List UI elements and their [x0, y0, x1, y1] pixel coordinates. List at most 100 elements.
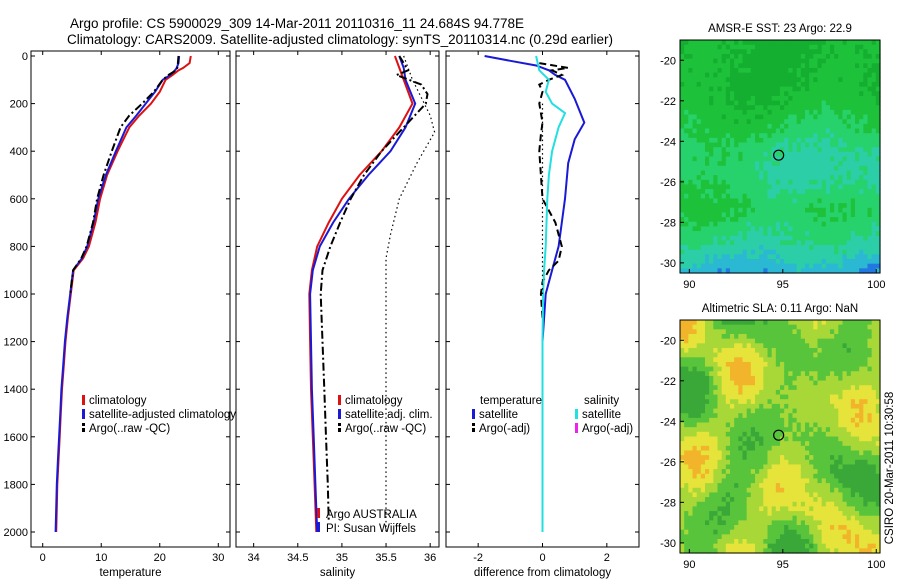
map-cell [680, 357, 685, 363]
map-cell [842, 226, 848, 232]
map-cell [805, 543, 810, 549]
map-cell [767, 548, 773, 554]
map-cell [709, 184, 714, 190]
map-cell [838, 86, 844, 92]
map-cell [684, 58, 689, 64]
map-cell [705, 520, 710, 526]
map-cell [830, 100, 835, 106]
map-cell [855, 357, 860, 363]
map-cell [684, 464, 689, 470]
map-cell [680, 207, 685, 214]
map-cell [771, 175, 777, 181]
map-cell [855, 492, 860, 498]
map-cell [800, 529, 806, 535]
map-cell [688, 445, 694, 452]
map-cell [742, 525, 748, 531]
map-cell [709, 338, 714, 344]
map-cell [830, 263, 835, 269]
map-cell [855, 450, 860, 456]
map-cell [759, 165, 764, 172]
map-cell [763, 53, 769, 60]
map-cell [788, 445, 794, 452]
map-cell [742, 329, 748, 335]
series-line-0 [484, 55, 586, 532]
map-cell [805, 100, 810, 106]
map-cell [871, 403, 877, 410]
map-cell [692, 44, 698, 50]
map-cell [713, 399, 719, 405]
map-cell [705, 464, 710, 470]
map-cell [863, 483, 869, 489]
map-cell [875, 548, 881, 554]
map-cell [684, 67, 689, 74]
map-cell [684, 539, 689, 545]
map-cell [867, 534, 873, 540]
map-cell [830, 109, 835, 116]
map-cell [750, 189, 756, 195]
map-cell [767, 105, 773, 111]
map-cell [696, 352, 702, 358]
map-cell [842, 193, 848, 200]
map-cell [750, 329, 756, 335]
map-cell [859, 95, 864, 102]
map-cell [830, 193, 835, 200]
map-cell [825, 226, 831, 232]
map-cell [688, 81, 694, 88]
map-cell [800, 487, 806, 494]
map-cell [692, 436, 698, 442]
map-cell [705, 525, 710, 531]
map-cell [834, 254, 839, 260]
map-cell [788, 86, 794, 92]
map-cell [834, 203, 839, 209]
map-cell [763, 413, 769, 419]
map-cell [855, 100, 860, 106]
map-cell [846, 464, 852, 470]
map-cell [730, 366, 735, 372]
map-cell [846, 520, 852, 526]
map-cell [680, 77, 685, 83]
map-cell [817, 81, 823, 88]
map-cell [775, 366, 781, 372]
map-cell [746, 483, 752, 489]
x-tick-label: 36 [424, 552, 436, 564]
map-cell [771, 543, 777, 549]
map-cell [705, 263, 710, 269]
y-tick-label: 200 [10, 99, 28, 111]
map-cell [721, 450, 727, 456]
map-cell [750, 142, 756, 148]
map-cell [821, 254, 827, 260]
map-cell [717, 259, 723, 265]
map-cell [792, 86, 798, 92]
map-cell [813, 170, 819, 176]
map-cell [800, 511, 806, 517]
map-cell [792, 347, 798, 354]
map-cell [746, 156, 752, 162]
map-cell [834, 487, 839, 494]
map-cell [825, 40, 831, 46]
map-cell [825, 343, 831, 349]
map-cell [709, 175, 714, 181]
map-cell [742, 450, 748, 456]
map-cell [742, 366, 748, 372]
map-cell [821, 441, 827, 447]
map-cell [855, 105, 860, 111]
map-x-tick-label: 90 [683, 559, 695, 571]
map-cell [684, 114, 689, 120]
map-cell [759, 249, 764, 255]
map-cell [834, 245, 839, 251]
map-cell [867, 161, 873, 167]
map-cell [713, 217, 719, 223]
map-cell [734, 450, 739, 456]
map-cell [867, 259, 873, 265]
map-cell [784, 441, 789, 447]
map-cell [875, 320, 881, 326]
map-cell [805, 473, 810, 480]
map-cell [817, 156, 823, 162]
map-cell [684, 63, 689, 69]
map-cell [805, 254, 810, 260]
map-cell [821, 399, 827, 405]
map-cell [725, 431, 731, 438]
map-cell [784, 478, 789, 484]
map-cell [725, 156, 731, 162]
map-cell [863, 445, 869, 452]
